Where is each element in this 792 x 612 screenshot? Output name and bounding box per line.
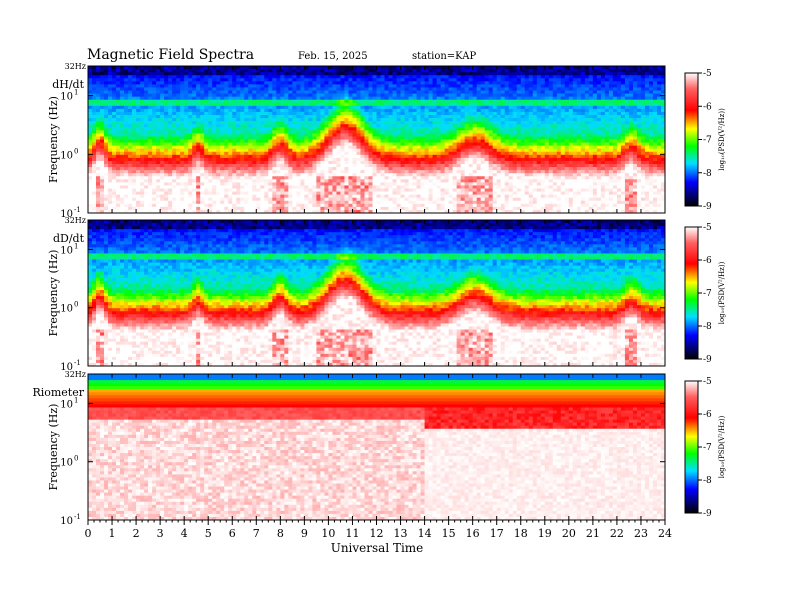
x-tick-label: 2 (133, 527, 140, 540)
y-tick-label: 10 (60, 92, 73, 103)
colorbar-tick-label: -5 (703, 69, 712, 79)
x-tick-label: 18 (514, 527, 528, 540)
y-tick-exponent: 1 (74, 396, 78, 404)
colorbar-tick-label: -5 (703, 377, 712, 387)
y-tick-label: 10 (60, 150, 73, 161)
top-frequency-label: 32Hz (65, 216, 86, 225)
colorbar-tick-label: -7 (703, 136, 712, 146)
spectrogram-image (88, 66, 666, 214)
x-tick-label: 14 (418, 527, 432, 540)
x-tick-label: 0 (85, 527, 92, 540)
colorbar-tick-label: -6 (703, 256, 712, 266)
colorbar: -5 -6 -7 -8 -9 log₁₀(PSD(V²/Hz)) (684, 377, 726, 519)
colorbar: -5 -6 -7 -8 -9 log₁₀(PSD(V²/Hz)) (684, 223, 726, 365)
y-tick: 10 0 (60, 301, 665, 315)
x-tick-label: 3 (157, 527, 164, 540)
colorbar-tick-label: -8 (703, 169, 712, 179)
x-tick-label: 13 (394, 527, 408, 540)
x-tick-label: 1 (109, 527, 116, 540)
x-tick-label: 21 (586, 527, 600, 540)
x-tick-label: 24 (658, 527, 672, 540)
x-tick-label: 16 (466, 527, 480, 540)
y-tick-exponent: 0 (74, 455, 78, 463)
y-tick-label: 10 (60, 304, 73, 315)
y-tick: 10 1 (60, 396, 665, 410)
y-tick-exponent: -1 (74, 359, 81, 367)
y-tick-label: 10 (60, 245, 73, 256)
panel-name: Riometer (32, 386, 84, 399)
x-tick-label: 4 (181, 527, 188, 540)
y-tick-exponent: -1 (74, 206, 81, 214)
x-axis: 0 1 2 3 4 5 6 7 8 9 10 11 12 13 14 15 16 17 18 19 20 21 22 23 24 (85, 520, 672, 540)
colorbar-tick-label: -9 (703, 509, 712, 519)
y-tick-label: 10 (60, 362, 73, 373)
x-tick-label: 7 (253, 527, 260, 540)
y-tick: 10 1 (60, 89, 665, 103)
panel-name: dD/dt (53, 232, 85, 245)
chart-station: station=KAP (412, 51, 476, 62)
y-tick: 10 -1 (60, 359, 665, 373)
panel-name: dH/dt (52, 78, 84, 91)
y-tick-label: 10 (60, 209, 73, 220)
colorbar: -5 -6 -7 -8 -9 log₁₀(PSD(V²/Hz)) (684, 69, 726, 212)
y-tick-exponent: 0 (74, 301, 78, 309)
x-tick-label: 19 (538, 527, 552, 540)
x-tick-label: 9 (301, 527, 308, 540)
x-tick-label: 12 (370, 527, 384, 540)
x-tick-label: 23 (634, 527, 648, 540)
y-tick-exponent: 1 (74, 242, 78, 250)
y-axis-label: Frequency (Hz) (47, 250, 60, 337)
colorbar-label: log₁₀(PSD(V²/Hz)) (718, 108, 726, 171)
chart-date: Feb. 15, 2025 (298, 51, 368, 62)
x-tick-label: 11 (345, 527, 359, 540)
x-tick-label: 22 (610, 527, 624, 540)
x-axis-label: Universal Time (331, 541, 424, 555)
spectrogram-image (88, 374, 666, 521)
colorbar-tick-label: -8 (703, 322, 712, 332)
y-axis-label: Frequency (Hz) (47, 404, 60, 491)
x-tick-label: 5 (205, 527, 212, 540)
y-tick: 10 0 (60, 147, 665, 161)
colorbar-tick-label: -9 (703, 202, 712, 212)
colorbar-tick-label: -5 (703, 223, 712, 233)
y-tick: 10 0 (60, 455, 665, 469)
y-axis-label: Frequency (Hz) (47, 96, 60, 183)
y-tick: 10 1 (60, 242, 665, 256)
colorbar-tick-label: -7 (703, 289, 712, 299)
x-tick-label: 17 (490, 527, 504, 540)
x-tick-label: 6 (229, 527, 236, 540)
top-frequency-label: 32Hz (65, 370, 86, 379)
colorbar-tick-label: -6 (703, 410, 712, 420)
y-tick-exponent: -1 (74, 513, 81, 521)
y-tick-exponent: 1 (74, 89, 78, 97)
y-tick-label: 10 (60, 399, 73, 410)
x-tick-label: 8 (277, 527, 284, 540)
x-tick-label: 20 (562, 527, 576, 540)
y-tick: 10 -1 (60, 206, 665, 220)
colorbar-tick-label: -7 (703, 443, 712, 453)
colorbar-tick-label: -6 (703, 102, 712, 112)
x-tick-label: 15 (442, 527, 456, 540)
x-tick-label: 10 (321, 527, 335, 540)
y-tick-label: 10 (60, 516, 73, 527)
top-frequency-label: 32Hz (65, 62, 86, 71)
y-tick: 10 -1 (60, 513, 665, 527)
colorbar-tick-label: -9 (703, 355, 712, 365)
colorbar-label: log₁₀(PSD(V²/Hz)) (718, 261, 726, 324)
colorbar-tick-label: -8 (703, 476, 712, 486)
colorbar-label: log₁₀(PSD(V²/Hz)) (718, 415, 726, 478)
spectrogram-image (88, 220, 666, 367)
y-tick-exponent: 0 (74, 147, 78, 155)
y-tick-label: 10 (60, 458, 73, 469)
chart-title: Magnetic Field Spectra (87, 47, 254, 63)
